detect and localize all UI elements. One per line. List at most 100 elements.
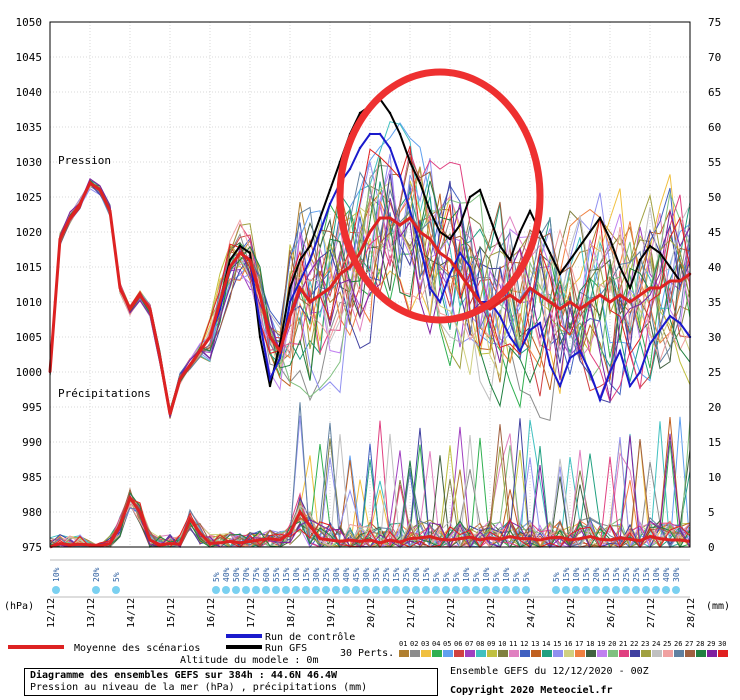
left-tick-label: 1030 bbox=[16, 156, 43, 169]
snow-pct-label: 45% bbox=[352, 567, 361, 582]
left-tick-label: 990 bbox=[22, 436, 42, 449]
pert-color-swatch bbox=[454, 650, 464, 657]
data-point bbox=[518, 300, 522, 304]
pert-id-label: 19 bbox=[597, 640, 605, 648]
data-point bbox=[378, 132, 382, 136]
snow-pct-label: 5% bbox=[552, 572, 561, 582]
snowflake-icon bbox=[272, 586, 280, 594]
data-point bbox=[638, 293, 642, 297]
snow-pct-label: 40% bbox=[662, 567, 671, 582]
x-tick-label: 28/12 bbox=[686, 598, 697, 628]
data-point bbox=[558, 384, 562, 388]
snow-pct-label: 5% bbox=[492, 572, 501, 582]
data-point bbox=[618, 293, 622, 297]
snowflake-icon bbox=[252, 586, 260, 594]
data-point bbox=[58, 237, 62, 241]
pert-color-swatch bbox=[696, 650, 706, 657]
info-box: Diagramme des ensembles GEFS sur 384h : … bbox=[24, 668, 438, 696]
data-point bbox=[238, 251, 242, 255]
data-point bbox=[578, 349, 582, 353]
pert-color-swatch bbox=[487, 650, 497, 657]
data-point bbox=[328, 286, 332, 290]
data-point bbox=[468, 195, 472, 199]
right-tick-label: 0 bbox=[708, 541, 715, 554]
main-series-lines bbox=[48, 68, 692, 549]
data-point bbox=[338, 272, 342, 276]
snowflake-icon bbox=[392, 586, 400, 594]
data-point bbox=[658, 251, 662, 255]
snowflake-icon bbox=[362, 586, 370, 594]
snow-pct-label: 25% bbox=[382, 567, 391, 582]
x-tick-label: 19/12 bbox=[326, 598, 337, 628]
x-tick-label: 27/12 bbox=[646, 598, 657, 628]
data-point bbox=[648, 244, 652, 248]
pert-color-swatch bbox=[663, 650, 673, 657]
data-point bbox=[388, 111, 392, 115]
data-point bbox=[408, 216, 412, 220]
data-point bbox=[408, 209, 412, 213]
data-point bbox=[648, 286, 652, 290]
data-point bbox=[138, 293, 142, 297]
pert-id-label: 03 bbox=[421, 640, 429, 648]
data-point bbox=[368, 230, 372, 234]
snowflake-icon bbox=[432, 586, 440, 594]
data-point bbox=[408, 160, 412, 164]
pert-id-label: 04 bbox=[432, 640, 440, 648]
data-point bbox=[258, 293, 262, 297]
data-point bbox=[658, 328, 662, 332]
pert-id-label: 01 bbox=[399, 640, 407, 648]
snow-pct-label: 75% bbox=[252, 567, 261, 582]
snow-pct-label: 20% bbox=[412, 567, 421, 582]
legend-mean-label: Moyenne des scénarios bbox=[74, 642, 200, 654]
data-point bbox=[618, 349, 622, 353]
data-point bbox=[228, 265, 232, 269]
x-tick-label: 15/12 bbox=[166, 598, 177, 628]
snowflake-icon bbox=[622, 586, 630, 594]
data-point bbox=[288, 314, 292, 318]
pert-id-label: 08 bbox=[476, 640, 484, 648]
right-tick-label: 5 bbox=[708, 506, 715, 519]
snow-pct-label: 60% bbox=[262, 567, 271, 582]
snow-pct-label: 15% bbox=[582, 567, 591, 582]
pert-id-label: 18 bbox=[586, 640, 594, 648]
data-point bbox=[458, 251, 462, 255]
pert-color-swatch bbox=[498, 650, 508, 657]
legend-control-label: Run de contrôle bbox=[265, 631, 355, 643]
x-tick-label: 13/12 bbox=[86, 598, 97, 628]
data-point bbox=[608, 300, 612, 304]
snow-pct-label: 5% bbox=[442, 572, 451, 582]
data-point bbox=[248, 258, 252, 262]
data-point bbox=[498, 314, 502, 318]
snow-pct-label: 15% bbox=[422, 567, 431, 582]
snow-pct-label: 15% bbox=[302, 567, 311, 582]
snow-pct-label: 30% bbox=[312, 567, 321, 582]
pert-color-swatch bbox=[630, 650, 640, 657]
data-point bbox=[508, 335, 512, 339]
data-point bbox=[308, 258, 312, 262]
pressure-label: Pression bbox=[58, 154, 111, 167]
snowflake-icon bbox=[282, 586, 290, 594]
pert-id-label: 17 bbox=[575, 640, 583, 648]
snow-pct-label: 15% bbox=[602, 567, 611, 582]
snowflake-icon bbox=[502, 586, 510, 594]
data-point bbox=[428, 286, 432, 290]
pert-id-label: 06 bbox=[454, 640, 462, 648]
x-tick-labels: 12/12 13/12 14/12 15/12 16/12 17/12 18/12 19/12… bbox=[46, 598, 697, 628]
data-point bbox=[538, 321, 542, 325]
pert-color-swatch bbox=[586, 650, 596, 657]
left-tick-label: 980 bbox=[22, 506, 42, 519]
data-point bbox=[448, 258, 452, 262]
data-point bbox=[548, 251, 552, 255]
pert-id-label: 09 bbox=[487, 640, 495, 648]
snow-pct-label: 55% bbox=[272, 567, 281, 582]
snow-pct-label: 10% bbox=[652, 567, 661, 582]
left-tick-label: 1005 bbox=[16, 331, 43, 344]
data-point bbox=[318, 230, 322, 234]
pert-color-swatch bbox=[564, 650, 574, 657]
data-point bbox=[448, 237, 452, 241]
pert-id-label: 21 bbox=[619, 640, 627, 648]
pert-color-swatch bbox=[520, 650, 530, 657]
pert-id-label: 14 bbox=[542, 640, 550, 648]
snow-pct-label: 25% bbox=[322, 567, 331, 582]
pert-id-label: 30 bbox=[718, 640, 726, 648]
